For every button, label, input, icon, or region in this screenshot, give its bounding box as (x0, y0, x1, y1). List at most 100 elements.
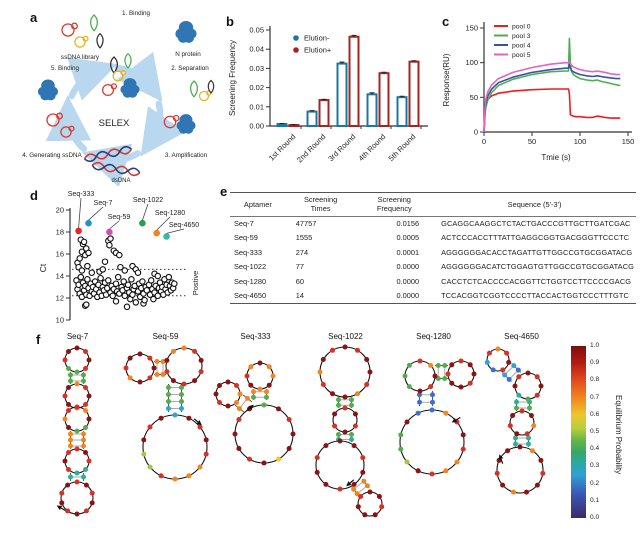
sequence-cell: ACTCCCACCTTTATTGAGGCGGTGACGGGTTCCCTC (441, 233, 630, 243)
nucleotide-dot (170, 378, 176, 384)
nucleotide-dot (59, 500, 65, 506)
nucleotide-dot (379, 504, 385, 510)
nucleotide-dot (500, 367, 506, 373)
nucleotide-dot (527, 405, 532, 411)
table-row: Seq-7 47757 0.0156 GCAGGCAAGGCTCTACTGACCCGT… (230, 216, 636, 231)
selex-step1-label: 1. Binding (122, 10, 151, 17)
nucleotide-dot (66, 385, 71, 390)
nucleotide-dot (290, 431, 296, 437)
nucleotide-dot (83, 425, 88, 430)
nucleotide-dot (429, 407, 435, 413)
highlight-point (139, 219, 146, 227)
scatter-point (101, 258, 109, 265)
nucleotide-dot (332, 411, 338, 417)
x-tick-label: 100 (574, 137, 587, 146)
series-line (483, 60, 621, 133)
nucleotide-dot (342, 344, 348, 350)
nucleotide-dot (460, 432, 466, 438)
scatter-point (112, 298, 120, 305)
nucleotide-dot (417, 358, 423, 364)
frequency-cell: 0.0000 (396, 262, 420, 272)
nucleotide-dot (66, 425, 71, 430)
structure-drawing (398, 358, 477, 477)
nucleotide-dot (74, 511, 80, 517)
selex-step3-label: 3. Amplification (165, 152, 208, 159)
arrow-shaft (193, 418, 199, 423)
nucleotide-dot (74, 381, 80, 387)
structure-title: Seq-1022 (328, 332, 363, 341)
nucleotide-dot (270, 373, 276, 379)
structure-drawing (56, 345, 95, 517)
nucleotide-dot (237, 391, 243, 397)
nucleotide-dot (179, 385, 184, 390)
leader-line (88, 206, 104, 221)
nucleotide-dot (402, 373, 408, 379)
nucleotide-dot (83, 402, 88, 407)
nucleotide-dot (467, 380, 473, 386)
nucleotide-dot (62, 458, 68, 464)
aptamer-cell: Seq-7 (234, 219, 254, 228)
nucleotide-dot (516, 392, 522, 398)
nucleotide-dot (74, 369, 80, 375)
nucleotide-dot (454, 459, 460, 465)
nucleotide-dot (86, 393, 92, 399)
nucleotide-dot (83, 508, 89, 514)
leader-line (109, 220, 120, 230)
nucleotide-dot (217, 400, 222, 405)
nucleotide-dot (81, 431, 86, 437)
nucleotide-dot (511, 363, 517, 369)
nucleotide-dot (83, 467, 88, 472)
nucleotide-dot (513, 441, 518, 447)
line-chart-y-axis-label: Response(RU) (442, 53, 451, 106)
nucleotide-dot (234, 400, 239, 405)
scatter-point (80, 238, 88, 246)
nucleotide-dot (525, 370, 531, 376)
nucleotide-dot (158, 415, 164, 421)
nucleotide-dot (59, 490, 65, 496)
nucleotide-dot (320, 382, 326, 387)
legend-label: pool 0 (512, 23, 531, 30)
nucleotide-dot (257, 360, 263, 366)
frequency-cell: 0.0005 (396, 233, 420, 243)
selex-center-label: SELEX (99, 118, 130, 129)
arrow-shaft (60, 507, 66, 512)
loop-backbone (142, 414, 208, 480)
nucleotide-dot (286, 446, 292, 451)
nucleotide-dot (349, 397, 354, 403)
loop-backbone (165, 347, 203, 385)
series-line (483, 37, 621, 133)
nucleotide-dot (251, 389, 256, 395)
highlight-label: Seq-1022 (133, 197, 163, 204)
nucleotide-dot (443, 468, 449, 474)
legend-marker (293, 47, 299, 53)
nucleotide-dot (141, 451, 147, 457)
aptamer-green-icon (189, 80, 199, 98)
nucleotide-dot (65, 482, 71, 488)
nucleotide-dot (337, 486, 343, 492)
nucleotide-dot (86, 357, 92, 363)
nucleotide-dot (317, 369, 323, 375)
nucleotide-dot (362, 512, 368, 518)
nucleotide-dot (360, 455, 366, 461)
table-header-times: Screening Times (285, 192, 356, 217)
nucleotide-dot (127, 355, 133, 361)
x-tick-label: 2nd Round (295, 132, 327, 164)
selex-library-label: ssDNA library (61, 54, 100, 61)
arrow-head (196, 420, 202, 426)
nucleotide-dot (236, 446, 242, 451)
arrow-head (248, 404, 254, 410)
nucleotide-dot (342, 429, 348, 435)
nucleotide-dot (349, 402, 354, 408)
y-tick-label: 16 (56, 250, 64, 259)
nucleotide-dot (74, 479, 80, 485)
table-row: Seq-1022 77 0.0000 AGGGGGGACATCTGGAGTGTTGGC… (230, 260, 636, 274)
structure-drawing (123, 345, 209, 482)
colorbar-tick-label: 0.3 (590, 462, 600, 470)
nucleotide-dot (435, 363, 441, 368)
nucleotide-dot (330, 391, 335, 397)
selex-step4-label: 4. Generating ssDNA (22, 152, 82, 159)
scatter-point (78, 267, 86, 274)
cycle-arrow (66, 57, 118, 101)
nucleotide-dot (404, 459, 410, 465)
sequence-cell: AGGGGGGACATCTGGAGTGTTGGCCGTGCGGATACG (441, 262, 634, 272)
